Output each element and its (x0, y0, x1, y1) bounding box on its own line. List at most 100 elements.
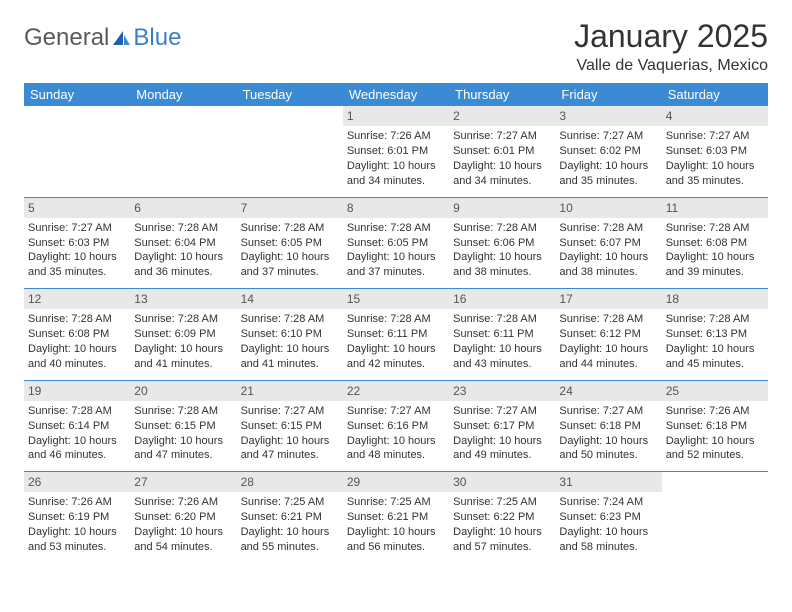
day-cell: 10 Sunrise: 7:28 AMSunset: 6:07 PMDayligh… (555, 197, 661, 289)
sunset-text: Sunset: 6:14 PM (28, 419, 126, 434)
day-body: Sunrise: 7:28 AMSunset: 6:15 PMDaylight:… (134, 404, 232, 463)
dow-monday: Monday (130, 83, 236, 106)
sunset-text: Sunset: 6:05 PM (347, 236, 445, 251)
sunset-text: Sunset: 6:08 PM (666, 236, 764, 251)
sunset-text: Sunset: 6:02 PM (559, 144, 657, 159)
sunrise-text: Sunrise: 7:27 AM (28, 221, 126, 236)
daylight-text: Daylight: 10 hours and 40 minutes. (28, 342, 126, 372)
day-cell: 17 Sunrise: 7:28 AMSunset: 6:12 PMDayligh… (555, 289, 661, 381)
day-cell: 14Sunrise: 7:28 AMSunset: 6:10 PMDayligh… (237, 289, 343, 381)
day-cell: 9 Sunrise: 7:28 AMSunset: 6:06 PMDaylight… (449, 197, 555, 289)
sunrise-text: Sunrise: 7:24 AM (559, 495, 657, 510)
day-number: 14 (237, 289, 343, 309)
day-cell: 31 Sunrise: 7:24 AMSunset: 6:23 PMDayligh… (555, 472, 661, 563)
daylight-text: Daylight: 10 hours and 43 minutes. (453, 342, 551, 372)
sunrise-text: Sunrise: 7:27 AM (347, 404, 445, 419)
day-body: Sunrise: 7:25 AMSunset: 6:21 PMDaylight:… (241, 495, 339, 554)
day-cell: 25Sunrise: 7:26 AMSunset: 6:18 PMDayligh… (662, 380, 768, 472)
day-number: 26 (24, 472, 130, 492)
day-number: 29 (343, 472, 449, 492)
day-number: 17 (555, 289, 661, 309)
sunset-text: Sunset: 6:08 PM (28, 327, 126, 342)
sunset-text: Sunset: 6:20 PM (134, 510, 232, 525)
dow-saturday: Saturday (662, 83, 768, 106)
day-number: 25 (662, 381, 768, 401)
day-cell: 28Sunrise: 7:25 AMSunset: 6:21 PMDayligh… (237, 472, 343, 563)
day-body: Sunrise: 7:28 AMSunset: 6:12 PMDaylight:… (559, 312, 657, 371)
sunset-text: Sunset: 6:01 PM (453, 144, 551, 159)
sunset-text: Sunset: 6:17 PM (453, 419, 551, 434)
calendar-page: General Blue January 2025 Valle de Vaque… (0, 0, 792, 581)
day-body: Sunrise: 7:28 AMSunset: 6:07 PMDaylight:… (559, 221, 657, 280)
day-number: 31 (555, 472, 661, 492)
day-number: 10 (555, 198, 661, 218)
daylight-text: Daylight: 10 hours and 45 minutes. (666, 342, 764, 372)
day-cell: 4Sunrise: 7:27 AMSunset: 6:03 PMDaylight… (662, 106, 768, 197)
day-body: Sunrise: 7:26 AMSunset: 6:19 PMDaylight:… (28, 495, 126, 554)
day-cell: 12 Sunrise: 7:28 AMSunset: 6:08 PMDayligh… (24, 289, 130, 381)
sunset-text: Sunset: 6:22 PM (453, 510, 551, 525)
sunset-text: Sunset: 6:15 PM (134, 419, 232, 434)
daylight-text: Daylight: 10 hours and 36 minutes. (134, 250, 232, 280)
day-cell: 7Sunrise: 7:28 AMSunset: 6:05 PMDaylight… (237, 197, 343, 289)
daylight-text: Daylight: 10 hours and 53 minutes. (28, 525, 126, 555)
daylight-text: Daylight: 10 hours and 56 minutes. (347, 525, 445, 555)
day-body: Sunrise: 7:28 AMSunset: 6:08 PMDaylight:… (28, 312, 126, 371)
day-body: Sunrise: 7:27 AMSunset: 6:01 PMDaylight:… (453, 129, 551, 188)
day-cell: 30Sunrise: 7:25 AMSunset: 6:22 PMDayligh… (449, 472, 555, 563)
sunrise-text: Sunrise: 7:28 AM (241, 312, 339, 327)
day-number: 5 (24, 198, 130, 218)
sunrise-text: Sunrise: 7:27 AM (453, 129, 551, 144)
day-body: Sunrise: 7:26 AMSunset: 6:20 PMDaylight:… (134, 495, 232, 554)
day-body: Sunrise: 7:28 AMSunset: 6:14 PMDaylight:… (28, 404, 126, 463)
day-cell: 8Sunrise: 7:28 AMSunset: 6:05 PMDaylight… (343, 197, 449, 289)
location-label: Valle de Vaquerias, Mexico (574, 57, 768, 75)
logo-text-general: General (24, 24, 109, 52)
sunset-text: Sunset: 6:21 PM (241, 510, 339, 525)
sunrise-text: Sunrise: 7:27 AM (666, 129, 764, 144)
dow-tuesday: Tuesday (237, 83, 343, 106)
day-cell: 26 Sunrise: 7:26 AMSunset: 6:19 PMDayligh… (24, 472, 130, 563)
day-body: Sunrise: 7:28 AMSunset: 6:06 PMDaylight:… (453, 221, 551, 280)
sunrise-text: Sunrise: 7:28 AM (666, 312, 764, 327)
day-number: 11 (662, 198, 768, 218)
day-number: 6 (130, 198, 236, 218)
sunrise-text: Sunrise: 7:28 AM (134, 404, 232, 419)
day-cell: 5Sunrise: 7:27 AMSunset: 6:03 PMDaylight… (24, 197, 130, 289)
daylight-text: Daylight: 10 hours and 37 minutes. (347, 250, 445, 280)
day-number: 15 (343, 289, 449, 309)
sunset-text: Sunset: 6:09 PM (134, 327, 232, 342)
day-number: 9 (449, 198, 555, 218)
sunset-text: Sunset: 6:11 PM (453, 327, 551, 342)
sunrise-text: Sunrise: 7:28 AM (453, 312, 551, 327)
day-cell: 27Sunrise: 7:26 AMSunset: 6:20 PMDayligh… (130, 472, 236, 563)
day-number: 12 (24, 289, 130, 309)
sunset-text: Sunset: 6:03 PM (28, 236, 126, 251)
daylight-text: Daylight: 10 hours and 34 minutes. (453, 159, 551, 189)
daylight-text: Daylight: 10 hours and 38 minutes. (453, 250, 551, 280)
calendar-table: Sunday Monday Tuesday Wednesday Thursday… (24, 83, 768, 563)
daylight-text: Daylight: 10 hours and 35 minutes. (559, 159, 657, 189)
day-cell: 21Sunrise: 7:27 AMSunset: 6:15 PMDayligh… (237, 380, 343, 472)
day-number: 3 (555, 106, 661, 126)
daylight-text: Daylight: 10 hours and 41 minutes. (241, 342, 339, 372)
day-cell: . (662, 472, 768, 563)
sunset-text: Sunset: 6:01 PM (347, 144, 445, 159)
daylight-text: Daylight: 10 hours and 57 minutes. (453, 525, 551, 555)
sunrise-text: Sunrise: 7:26 AM (28, 495, 126, 510)
day-cell: 15Sunrise: 7:28 AMSunset: 6:11 PMDayligh… (343, 289, 449, 381)
day-cell: . (24, 106, 130, 197)
day-body: Sunrise: 7:27 AMSunset: 6:02 PMDaylight:… (559, 129, 657, 188)
day-number: 21 (237, 381, 343, 401)
logo-text-blue: Blue (133, 24, 181, 52)
week-row: 19Sunrise: 7:28 AMSunset: 6:14 PMDayligh… (24, 380, 768, 472)
day-body: Sunrise: 7:24 AMSunset: 6:23 PMDaylight:… (559, 495, 657, 554)
day-cell: 19Sunrise: 7:28 AMSunset: 6:14 PMDayligh… (24, 380, 130, 472)
sunset-text: Sunset: 6:07 PM (559, 236, 657, 251)
day-body: Sunrise: 7:27 AMSunset: 6:16 PMDaylight:… (347, 404, 445, 463)
sunset-text: Sunset: 6:04 PM (134, 236, 232, 251)
sunset-text: Sunset: 6:12 PM (559, 327, 657, 342)
sunset-text: Sunset: 6:16 PM (347, 419, 445, 434)
day-cell: 20Sunrise: 7:28 AMSunset: 6:15 PMDayligh… (130, 380, 236, 472)
sunset-text: Sunset: 6:19 PM (28, 510, 126, 525)
